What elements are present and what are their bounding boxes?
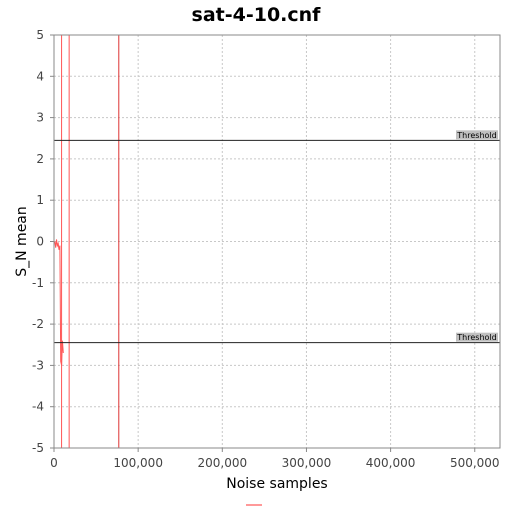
threshold-label-bg [456,332,498,342]
plot-area [54,35,500,448]
chart-title: sat-4-10.cnf [191,4,321,26]
series-layer [54,35,120,448]
axis-ticks: 0 100,000 200,000 300,000 400,000 500,000 -5 -4… [32,28,500,470]
x-tick-label: 200,000 [197,456,247,470]
x-tick-label: 400,000 [366,456,416,470]
x-tick-label: 100,000 [113,456,163,470]
y-tick-label: 0 [36,235,44,249]
threshold-label-text: Threshold [456,333,496,342]
x-tick-label: 0 [50,456,58,470]
grid-lines [54,35,500,448]
threshold-label-bg [456,130,498,140]
y-tick-label: -3 [32,358,44,372]
y-tick-label: -1 [32,276,44,290]
threshold-label: Threshold [456,332,498,342]
y-axis-title: S_N mean [14,206,30,277]
y-tick-label: 2 [36,152,44,166]
threshold-layer: Threshold Threshold [54,130,500,344]
x-tick-label: 300,000 [282,456,332,470]
y-tick-label: 3 [36,111,44,125]
threshold-label-text: Threshold [456,131,496,140]
x-tick-label: 500,000 [450,456,500,470]
series-line [54,239,64,366]
threshold-label: Threshold [456,130,498,140]
x-axis-title: Noise samples [226,476,327,492]
y-tick-label: -4 [32,400,44,414]
y-tick-label: -2 [32,317,44,331]
y-tick-label: -5 [32,441,44,455]
y-tick-label: 1 [36,193,44,207]
y-tick-label: 4 [36,69,44,83]
y-tick-label: 5 [36,28,44,42]
